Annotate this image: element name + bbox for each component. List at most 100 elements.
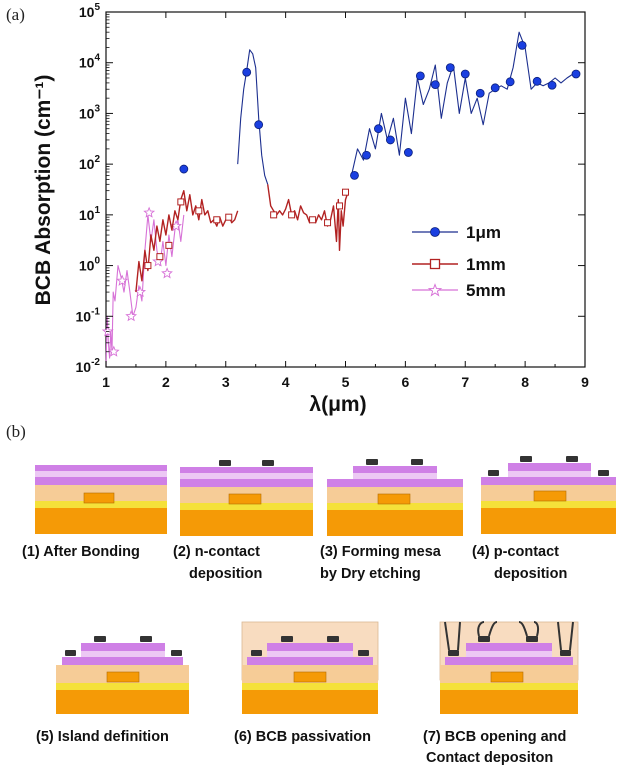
data-point-1mm: [270, 211, 278, 219]
top-purple-layer: [35, 465, 167, 471]
mesa-top: [508, 463, 591, 471]
x-tick-label: 9: [581, 374, 589, 390]
x-tick-label: 5: [342, 374, 350, 390]
p-contact-pad: [526, 636, 538, 642]
data-point-1um: [547, 80, 557, 90]
x-tick-label: 6: [401, 374, 409, 390]
x-tick-label: 1: [102, 374, 110, 390]
series-line-1mm: [267, 184, 350, 251]
tick-layer: 1 2 3 4 5 6 7 8 9 10-2 10-1 100 101 102 103 104 105: [76, 2, 590, 390]
panel-b-label: (b): [6, 422, 26, 441]
data-point-1um: [532, 76, 542, 86]
step-3-diagram: [327, 459, 463, 536]
contact-pad: [411, 459, 423, 465]
step-6-diagram: [241, 621, 379, 714]
y-tick-label: 100: [79, 256, 101, 274]
mesa-top: [267, 643, 353, 651]
purple-layer: [327, 479, 463, 487]
legend-item-1um: 1μm: [412, 223, 501, 242]
n-contact-pad: [598, 470, 609, 476]
data-point-5mm: [125, 310, 138, 322]
step-3-label-line2: by Dry etching: [320, 566, 421, 582]
y-tick-label: 101: [79, 205, 101, 223]
yellow-layer: [180, 503, 313, 510]
n-contact-pad: [262, 460, 274, 466]
embedded-contact: [106, 671, 140, 683]
y-axis-title: BCB Absorption (cm⁻¹): [32, 75, 55, 306]
mesa-top: [81, 643, 165, 651]
light-purple-layer: [180, 473, 313, 479]
substrate-layer: [56, 690, 189, 714]
step-5-diagram: [56, 636, 189, 714]
data-point-1mm: [324, 219, 332, 227]
legend-item-1mm: 1mm: [412, 255, 506, 274]
data-point-5mm: [161, 267, 173, 279]
contact-via: [557, 621, 574, 651]
y-tick-label: 104: [79, 53, 101, 71]
legend: 1μm 1mm 5mm: [412, 223, 506, 300]
embedded-contact: [490, 671, 524, 683]
absorption-chart: 1 2 3 4 5 6 7 8 9 10-2 10-1 100 101 102 103 104 105 λ(μm…: [32, 2, 589, 416]
series-1um: [179, 31, 581, 185]
step-1-label: (1) After Bonding: [22, 544, 140, 560]
legend-label-5mm: 5mm: [466, 281, 506, 300]
data-point-1um: [475, 88, 485, 98]
legend-marker-1mm: [429, 258, 441, 270]
series-layer: [101, 31, 581, 368]
step-4-label-line2: deposition: [494, 566, 567, 582]
p-contact-pad: [327, 636, 339, 642]
p-contact-pad: [140, 636, 152, 642]
step-3-label-line1: (3) Forming mesa: [320, 544, 442, 560]
data-point-5mm: [143, 206, 156, 218]
data-point-5mm: [101, 325, 114, 337]
n-contact-pad: [358, 650, 369, 656]
series-line-1um: [237, 49, 269, 185]
data-point-1mm: [336, 202, 344, 210]
yellow-layer: [35, 501, 167, 508]
p-contact-pad: [94, 636, 106, 642]
step-7-label-line1: (7) BCB opening and: [423, 729, 566, 745]
data-point-1um: [362, 150, 371, 160]
embedded-contact: [377, 493, 411, 505]
mesa-light-purple: [508, 471, 591, 477]
data-point-1mm: [144, 262, 152, 270]
x-tick-label: 2: [162, 374, 170, 390]
data-point-1um: [505, 77, 515, 87]
y-tick-label: 105: [79, 2, 101, 20]
legend-item-5mm: 5mm: [412, 281, 506, 300]
contact-via: [518, 621, 540, 637]
data-point-1um: [254, 120, 264, 130]
purple-layer: [247, 657, 373, 665]
x-tick-label: 4: [282, 374, 290, 390]
substrate-layer: [440, 690, 578, 714]
legend-label-1um: 1μm: [466, 223, 501, 242]
p-contact-pad: [566, 456, 578, 462]
p-contact-pad: [520, 456, 532, 462]
data-point-1um: [430, 80, 440, 90]
data-point-1um: [242, 67, 252, 77]
data-point-1um: [517, 40, 527, 50]
data-point-1um: [415, 71, 425, 81]
step-4-label-line1: (4) p-contact: [472, 544, 559, 560]
step-2-label-line1: (2) n-contact: [173, 544, 260, 560]
series-line-1um: [350, 31, 580, 176]
yellow-layer: [440, 683, 578, 690]
substrate-layer: [242, 690, 378, 714]
yellow-layer: [242, 683, 378, 690]
step-6-label: (6) BCB passivation: [234, 729, 371, 745]
panel-a-label: (a): [6, 5, 25, 24]
mesa-top: [466, 643, 552, 651]
embedded-contact: [533, 490, 567, 502]
purple-layer: [180, 479, 313, 487]
yellow-layer: [327, 503, 463, 510]
substrate-layer: [481, 508, 616, 534]
data-point-1mm: [165, 241, 173, 249]
top-purple-layer: [180, 467, 313, 473]
process-diagrams: (1) After Bonding (2) n-contact depositi…: [22, 456, 616, 766]
n-contact-pad: [251, 650, 262, 656]
x-axis-title: λ(μm): [309, 393, 366, 416]
x-tick-label: 7: [461, 374, 469, 390]
step-4-diagram: [481, 456, 616, 534]
data-point-1um: [571, 69, 581, 79]
embedded-contact: [228, 493, 262, 505]
